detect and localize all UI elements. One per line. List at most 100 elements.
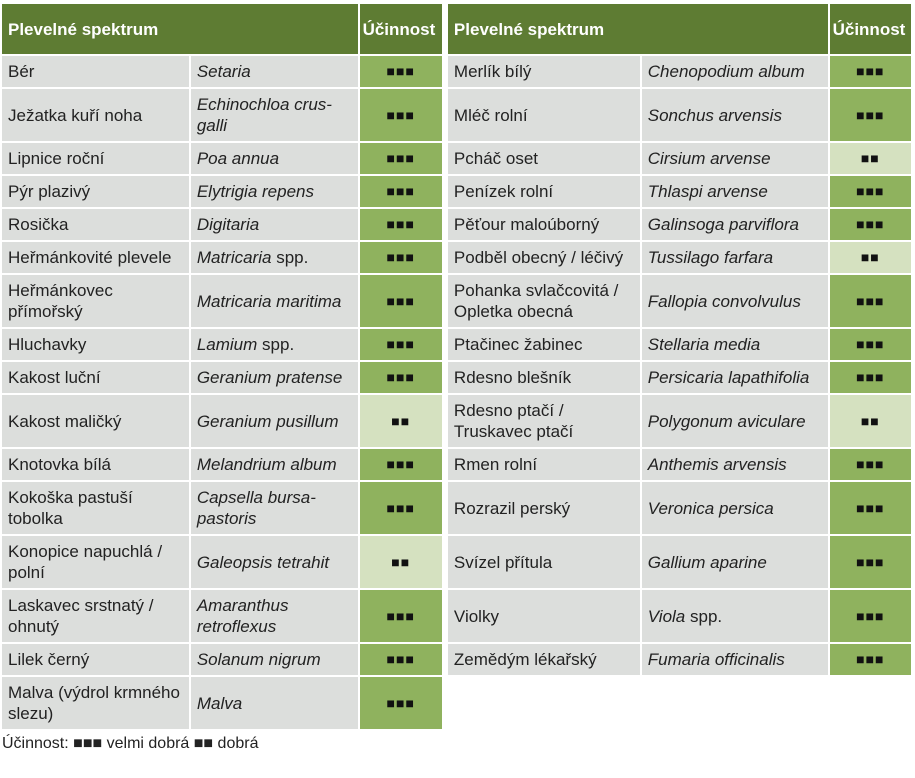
latin-name: Sonchus arvensis	[647, 105, 782, 125]
czech-name: Knotovka bílá	[2, 449, 189, 480]
legend-text: velmi dobrá	[106, 735, 190, 752]
latin-name-cell: Cirsium arvense	[641, 143, 828, 174]
latin-name: Chenopodium album	[647, 62, 805, 81]
czech-name: Rmen rolní	[447, 449, 640, 480]
legend-text: dobrá	[217, 735, 259, 752]
czech-name: Ptačinec žabinec	[447, 329, 640, 360]
latin-name: Veronica persica	[647, 498, 774, 518]
efficacy-rating: ■■■	[359, 209, 442, 240]
legend-symbol: ■■■	[73, 735, 103, 752]
gap	[444, 362, 446, 393]
header-efficacy: Účinnost	[359, 4, 442, 54]
czech-name: Rdesno ptačí / Truskavec ptačí	[447, 395, 640, 447]
latin-name-cell: Anthemis arvensis	[641, 449, 828, 480]
latin-name: Geranium pusillum	[196, 411, 339, 431]
weed-table: Plevelné spektrum Účinnost Plevelné spek…	[0, 2, 913, 731]
efficacy-rating: ■■■	[359, 677, 442, 729]
latin-note: spp.	[276, 248, 309, 267]
latin-name-cell: Matricaria spp.	[190, 242, 358, 273]
czech-name: Bér	[2, 56, 189, 87]
efficacy-rating: ■■■	[359, 482, 442, 534]
czech-name: Podběl obecný / léčivý	[447, 242, 640, 273]
efficacy-rating: ■■	[359, 395, 442, 447]
row: Bér Setaria ■■■ Merlík bílý Chenopodium albu…	[2, 56, 911, 87]
czech-name: Violky	[447, 590, 640, 642]
row: Kokoška pastuší tobolka Capsella bursa-pa…	[2, 482, 911, 534]
latin-name-cell: Echinochloa crus-galli	[190, 89, 358, 141]
czech-name: Mléč rolní	[447, 89, 640, 141]
row: Pýr plazivý Elytrigia repens ■■■ Penízek ro…	[2, 176, 911, 207]
latin-name-cell: Matricaria maritima	[190, 275, 358, 327]
gap	[444, 209, 446, 240]
latin-name-cell: Fumaria officinalis	[641, 644, 828, 675]
latin-name-cell: Poa annua	[190, 143, 358, 174]
latin-name-cell: Veronica persica	[641, 482, 828, 534]
efficacy-rating: ■■■	[829, 482, 911, 534]
efficacy-rating: ■■■	[829, 590, 911, 642]
row: Kakost maličký Geranium pusillum ■■ Rdesno …	[2, 395, 911, 447]
row: Heřmánkovec přímořský Matricaria maritima…	[2, 275, 911, 327]
czech-name: Kokoška pastuší tobolka	[2, 482, 189, 534]
latin-note: spp.	[262, 335, 295, 354]
latin-name-cell: Gallium aparine	[641, 536, 828, 588]
latin-name-cell: Capsella bursa-pastoris	[190, 482, 358, 534]
latin-name-cell: Geranium pratense	[190, 362, 358, 393]
latin-name: Viola	[647, 606, 686, 626]
efficacy-rating: ■■	[829, 143, 911, 174]
czech-name: Kakost luční	[2, 362, 189, 393]
header-row: Plevelné spektrum Účinnost Plevelné spek…	[2, 4, 911, 54]
efficacy-rating: ■■■	[829, 176, 911, 207]
latin-name: Geranium pratense	[196, 368, 343, 387]
legend: Účinnost: ■■■ velmi dobrá ■■ dobrá	[0, 731, 915, 757]
czech-name: Laskavec srstnatý / ohnutý	[2, 590, 189, 642]
latin-name-cell: Chenopodium album	[641, 56, 828, 87]
efficacy-rating: ■■■	[359, 644, 442, 675]
czech-name: Pcháč oset	[447, 143, 640, 174]
latin-name-cell: Malva	[190, 677, 358, 729]
gap	[444, 395, 446, 447]
efficacy-rating: ■■■	[829, 536, 911, 588]
latin-name: Cirsium arvense	[647, 149, 771, 168]
czech-name: Malva (výdrol krmného slezu)	[2, 677, 189, 729]
efficacy-rating: ■■	[359, 536, 442, 588]
latin-name-cell: Stellaria media	[641, 329, 828, 360]
efficacy-rating: ■■■	[359, 275, 442, 327]
czech-name: Ježatka kuří noha	[2, 89, 189, 141]
efficacy-rating: ■■■	[359, 89, 442, 141]
efficacy-rating: ■■■	[359, 143, 442, 174]
row: Laskavec srstnatý / ohnutý Amaranthus ret…	[2, 590, 911, 642]
latin-name: Poa annua	[196, 149, 280, 168]
latin-name: Persicaria lapathifolia	[647, 368, 810, 387]
latin-name: Amaranthus retroflexus	[196, 596, 289, 636]
gap	[444, 242, 446, 273]
czech-name: Merlík bílý	[447, 56, 640, 87]
efficacy-rating: ■■■	[829, 209, 911, 240]
latin-name: Solanum nigrum	[196, 650, 321, 669]
latin-name: Stellaria media	[647, 335, 761, 354]
latin-name-cell: Sonchus arvensis	[641, 89, 828, 141]
efficacy-rating: ■■■	[359, 590, 442, 642]
latin-name-cell: Fallopia convolvulus	[641, 275, 828, 327]
czech-name: Rdesno blešník	[447, 362, 640, 393]
empty-cell	[642, 677, 828, 729]
gap	[444, 482, 446, 534]
czech-name: Heřmánkovité plevele	[2, 242, 189, 273]
latin-name-cell: Digitaria	[190, 209, 358, 240]
latin-name: Galeopsis tetrahit	[196, 552, 330, 572]
czech-name: Pěťour maloúborný	[447, 209, 640, 240]
latin-name: Thlaspi arvense	[647, 182, 768, 201]
latin-name: Anthemis arvensis	[647, 455, 787, 474]
efficacy-rating: ■■■	[359, 449, 442, 480]
latin-name: Tussilago farfara	[647, 248, 774, 267]
gap	[444, 56, 446, 87]
latin-name: Fumaria officinalis	[647, 650, 785, 669]
latin-name: Setaria	[196, 62, 251, 81]
latin-name: Matricaria maritima	[196, 291, 342, 311]
gap	[444, 89, 446, 141]
legend-symbol: ■■	[193, 735, 214, 752]
czech-name: Pohanka svlačcovitá / Opletka obecná	[447, 275, 640, 327]
row: Rosička Digitaria ■■■ Pěťour maloúborný Gali…	[2, 209, 911, 240]
row: Lilek černý Solanum nigrum ■■■ Zemědým léka…	[2, 644, 911, 675]
czech-name: Heřmánkovec přímořský	[2, 275, 189, 327]
